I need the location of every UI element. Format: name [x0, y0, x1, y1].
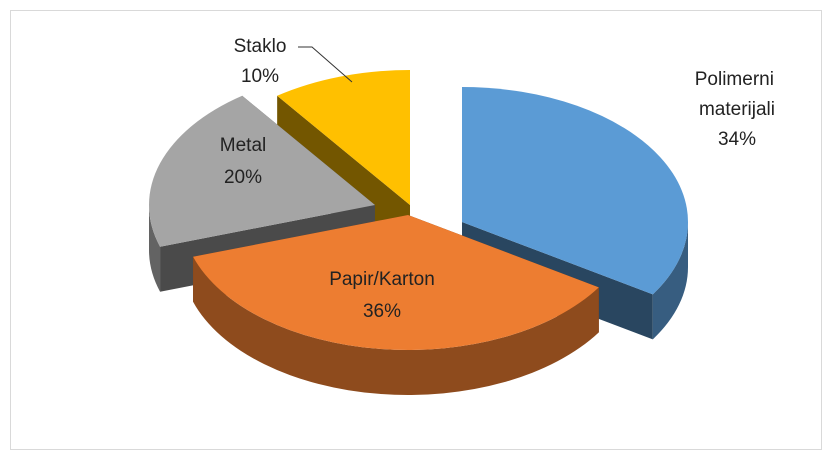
category-label: Papir/Karton [329, 269, 435, 290]
slice [277, 70, 410, 250]
slice-wall [277, 95, 410, 250]
pie [149, 70, 688, 395]
value-label: 34% [718, 129, 756, 150]
category-label: Metal [220, 135, 266, 156]
value-label: 10% [241, 66, 279, 87]
labels: Polimerni materijali 34% Papir/Karton 36% Me… [220, 36, 779, 322]
category-label: Polimerni materijali [695, 69, 779, 120]
slice-side [652, 222, 688, 340]
value-label: 20% [224, 167, 262, 188]
slice [193, 215, 599, 395]
slice-side [193, 256, 599, 395]
slice-top [149, 95, 375, 247]
slice-top [462, 87, 688, 295]
value-label: 36% [363, 301, 401, 322]
category-label: Staklo [234, 36, 287, 57]
leader-line [298, 46, 353, 83]
slice-top [193, 215, 599, 350]
slice-top [277, 70, 410, 205]
slice-side [149, 205, 161, 292]
